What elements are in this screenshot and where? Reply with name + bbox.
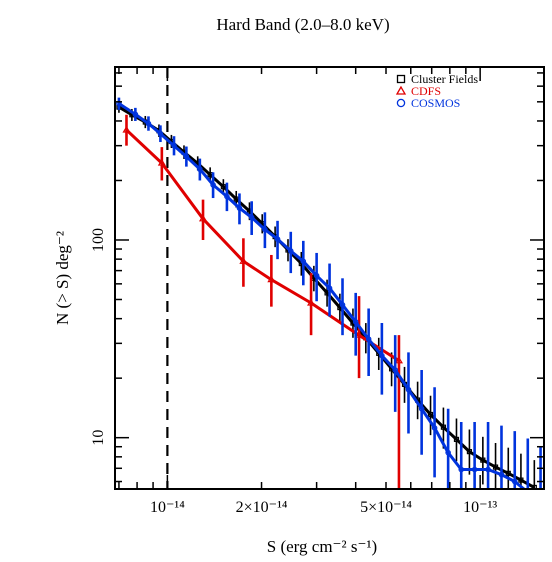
data-point [485,466,491,473]
data-point [471,466,478,473]
legend-label: Cluster Fields [411,72,478,86]
data-point [313,272,320,279]
x-tick-label: 10⁻¹³ [463,499,497,516]
data-point [418,405,425,412]
data-point [379,352,385,359]
data-point [458,466,465,473]
data-point [498,471,505,478]
series-line [118,102,527,489]
data-point [210,182,216,188]
data-point [405,386,412,393]
series-cosmos [116,97,542,506]
data-point [511,478,518,485]
data-point [287,248,294,254]
data-point [352,319,359,325]
data-point [262,226,268,233]
legend-label: COSMOS [411,96,460,110]
data-point [354,331,364,338]
data-point [274,236,281,242]
legend-label: CDFS [411,84,441,98]
axes: 10⁻¹⁴ 2×10⁻¹⁴ 5×10⁻¹⁴ 10⁻¹³ 10 100 [90,66,545,516]
data-point [518,477,524,483]
y-tick-label: 10 [90,430,107,446]
data-point [122,125,131,133]
data-point [236,205,243,211]
y-axis-label: N (> S) deg⁻² [53,231,72,325]
legend-marker [395,85,407,95]
data-point [145,120,152,127]
x-tick-label: 5×10⁻¹⁴ [360,499,412,516]
data-point [453,436,460,443]
data-point [198,214,208,222]
data-point [440,424,447,430]
plot-area [116,67,542,506]
legend-marker [396,98,406,108]
data-point [220,184,226,190]
data-point [224,193,230,200]
x-tick-label: 10⁻¹⁴ [150,499,185,516]
data-point [480,457,486,463]
data-point [239,257,248,264]
data-point [197,166,203,173]
data-point [267,275,276,283]
series-cdfs [122,114,404,489]
data-point [326,285,333,292]
data-point [248,214,255,221]
legend-marker [396,74,406,84]
x-tick-label: 2×10⁻¹⁴ [236,499,288,516]
data-point [157,130,164,137]
data-point [394,356,404,364]
data-point [171,142,177,149]
chart-title: Hard Band (2.0–8.0 keV) [216,15,389,34]
data-point [466,449,473,455]
data-point [526,490,530,494]
series-line [125,128,400,362]
data-point [427,411,434,418]
data-point [157,158,166,166]
data-point [365,336,372,342]
data-point [183,153,190,160]
data-point [132,111,139,118]
x-axis-label: S (erg cm⁻² s⁻¹) [267,537,377,556]
data-point [531,484,537,489]
data-point [431,425,438,431]
y-tick-label: 100 [90,228,107,252]
plot-frame [114,66,545,490]
data-point [392,367,398,373]
data-point [300,258,307,265]
data-point [538,502,542,506]
data-point [492,464,499,470]
data-point [445,449,451,456]
data-point [307,298,316,306]
data-point [339,302,346,308]
data-point [505,470,511,476]
